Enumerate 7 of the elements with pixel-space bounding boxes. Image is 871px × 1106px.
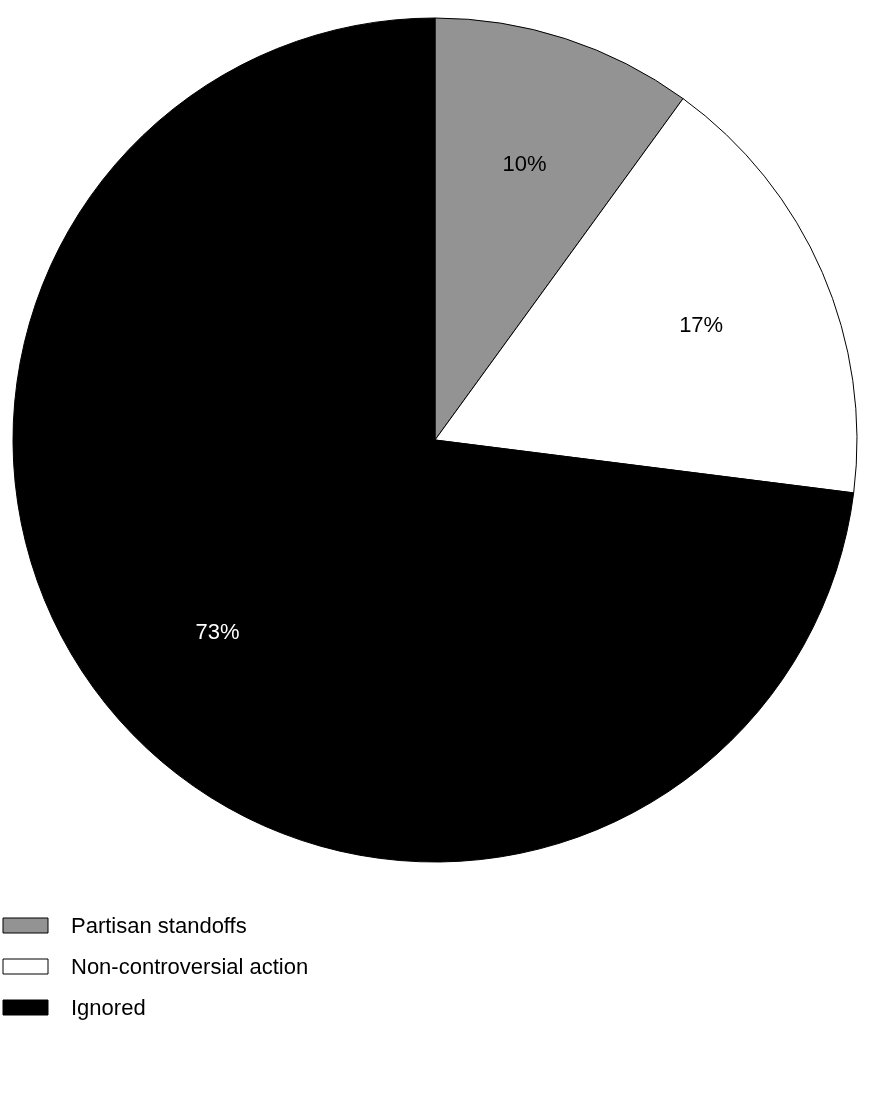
data-label: 17% [679, 311, 724, 337]
data-label: 73% [195, 618, 240, 644]
legend-label: Partisan standoffs [71, 912, 247, 938]
data-label: 10% [502, 151, 547, 177]
pie-slice [12, 17, 855, 863]
legend-label: Non-controversial action [71, 953, 309, 979]
legend-label: Ignored [71, 994, 146, 1020]
